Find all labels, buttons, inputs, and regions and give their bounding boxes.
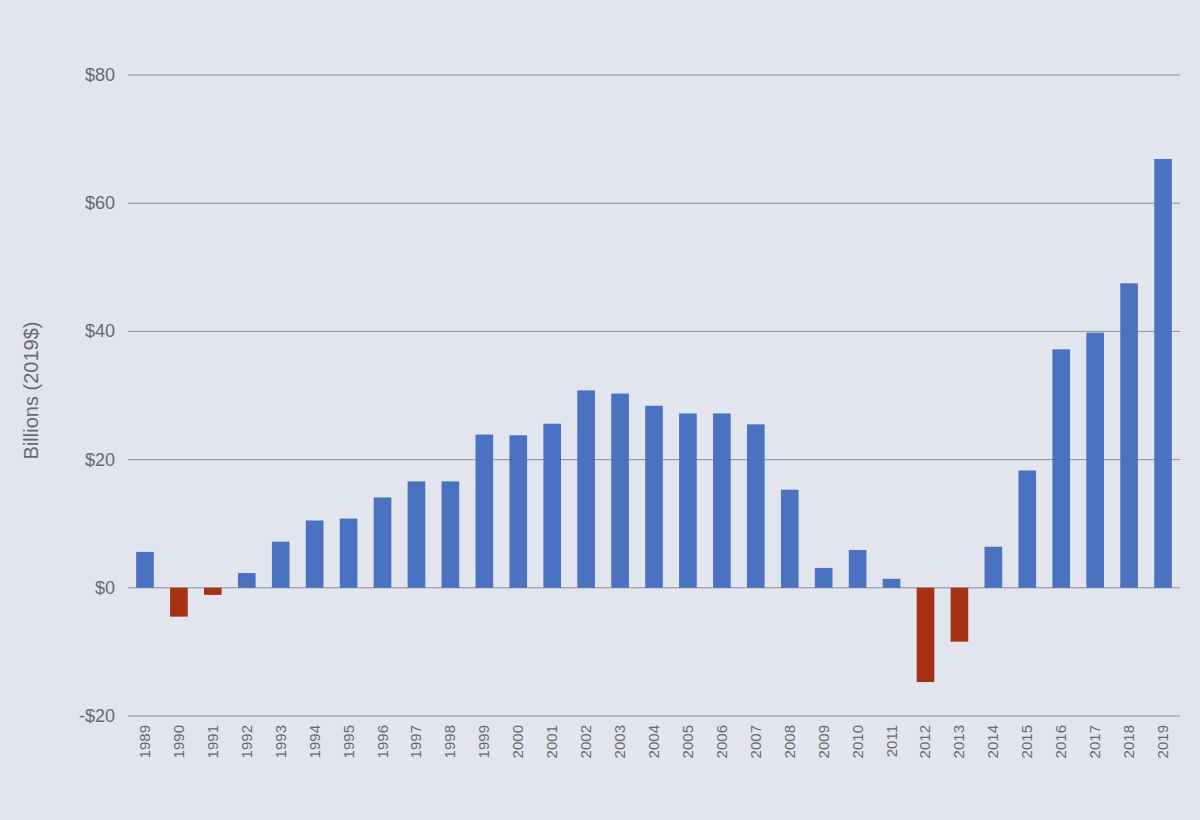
x-tick-label: 1989 <box>136 725 153 758</box>
x-tick-label: 2002 <box>577 725 594 758</box>
bars <box>136 159 1172 682</box>
y-tick-label: $0 <box>95 578 115 598</box>
x-tick-label: 2008 <box>781 725 798 758</box>
x-tick-label: 2018 <box>1120 725 1137 758</box>
x-tick-label: 1996 <box>374 725 391 758</box>
y-tick-label: $60 <box>85 193 115 213</box>
x-tick-label: 2017 <box>1086 725 1103 758</box>
grid-line <box>128 75 1180 76</box>
x-tick-label: 2016 <box>1052 725 1069 758</box>
x-tick-label: 2011 <box>883 725 900 757</box>
x-tick-label: 2019 <box>1154 725 1171 758</box>
bar <box>985 547 1003 588</box>
chart-container: -$20 $0 $20 $40 $60 $80 1989 1990 1991 1992 1993 19… <box>0 0 1200 820</box>
bar <box>374 497 392 587</box>
bar <box>204 588 222 595</box>
bar <box>1086 333 1104 588</box>
bar <box>475 435 493 588</box>
bar <box>543 424 561 588</box>
x-tick-label: 1994 <box>306 725 323 758</box>
bar <box>1154 159 1172 588</box>
bar <box>136 552 154 588</box>
background <box>0 0 1200 820</box>
bar <box>509 435 527 588</box>
x-tick-label: 2003 <box>611 725 628 758</box>
bar <box>849 550 867 588</box>
x-tick-label: 1995 <box>340 725 357 758</box>
x-tick-label: 2000 <box>509 725 526 758</box>
y-tick-label: $20 <box>85 450 115 470</box>
x-tick-label: 2009 <box>815 725 832 758</box>
y-tick-label: $40 <box>85 321 115 341</box>
y-axis-title: Billions (2019$) <box>20 322 42 460</box>
bar <box>781 490 799 588</box>
x-tick-label: 2010 <box>849 725 866 758</box>
y-tick-label: -$20 <box>79 706 115 726</box>
bar <box>306 520 324 587</box>
bar <box>645 406 663 588</box>
chart-svg: -$20 $0 $20 $40 $60 $80 1989 1990 1991 1992 1993 19… <box>0 0 1200 820</box>
bar <box>442 481 460 587</box>
grid-line <box>128 203 1180 204</box>
x-tick-label: 2001 <box>543 725 560 758</box>
bar <box>340 519 358 588</box>
x-tick-label: 2007 <box>747 725 764 758</box>
bar <box>883 579 901 588</box>
bar <box>1052 349 1070 587</box>
x-tick-label: 2012 <box>916 725 933 758</box>
bar <box>917 588 935 682</box>
bar <box>272 542 290 588</box>
bar <box>815 568 833 588</box>
x-tick-label: 1993 <box>272 725 289 758</box>
bar <box>1120 283 1138 587</box>
x-tick-label: 1990 <box>170 725 187 758</box>
bar <box>408 481 426 587</box>
x-tick-label: 2015 <box>1018 725 1035 758</box>
x-tick-label: 1998 <box>441 725 458 758</box>
x-tick-label: 2004 <box>645 725 662 758</box>
bar <box>951 588 969 642</box>
grid-line <box>128 716 1180 717</box>
x-tick-label: 1991 <box>204 725 221 758</box>
x-tick-label: 1999 <box>475 725 492 758</box>
bar <box>679 413 697 587</box>
bar <box>611 394 629 588</box>
grid <box>128 75 1180 716</box>
bar <box>713 413 731 587</box>
x-tick-label: 1992 <box>238 725 255 758</box>
x-tick-label: 2014 <box>984 725 1001 758</box>
bar <box>747 424 765 587</box>
bar <box>170 588 188 617</box>
y-tick-label: $80 <box>85 65 115 85</box>
bar <box>1018 470 1036 587</box>
bar <box>238 573 256 588</box>
x-tick-label: 2005 <box>679 725 696 758</box>
grid-line <box>128 331 1180 332</box>
x-tick-label: 1997 <box>407 725 424 758</box>
x-tick-label: 2013 <box>950 725 967 758</box>
x-tick-label: 2006 <box>713 725 730 758</box>
bar <box>577 390 595 587</box>
